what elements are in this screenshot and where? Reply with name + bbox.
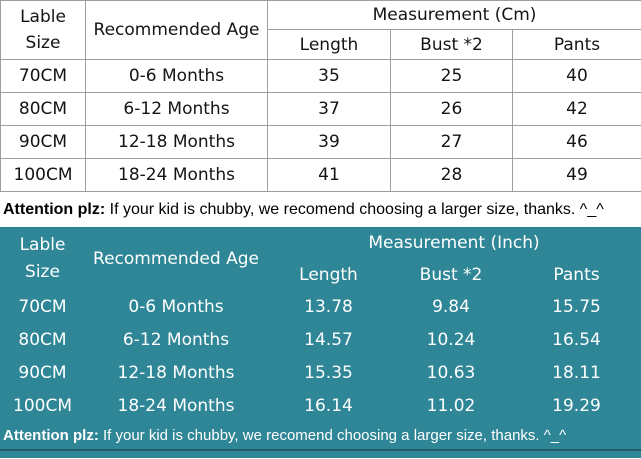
age-cell: 18-24 Months (85, 158, 268, 192)
length-cell: 15.35 (304, 362, 353, 383)
attention-body: If your kid is chubby, we recomend choos… (105, 200, 604, 218)
size-cell: 100CM (0, 158, 86, 192)
bust-cell: 10.63 (426, 362, 476, 383)
inch-label-line1: Lable (19, 235, 66, 256)
size-cell: 70CM (18, 296, 67, 317)
inch-col-length: Length (299, 264, 358, 285)
inch-age-header: Recommended Age (93, 248, 259, 269)
cm-label-line2: Size (25, 33, 61, 53)
attention-lead: Attention plz: (3, 200, 106, 218)
bust-cell: 27 (390, 125, 513, 159)
attention-body: If your kid is chubby, we recomend choos… (98, 427, 567, 444)
bust-cell: 11.02 (426, 395, 476, 416)
age-cell: 12-18 Months (117, 362, 235, 383)
size-cell: 80CM (0, 92, 86, 126)
bust-cell: 25 (390, 59, 513, 93)
attention-lead: Attention plz: (3, 427, 99, 444)
table-row: 70CM 0-6 Months 35 25 40 (0, 59, 641, 93)
table-row: 100CM 18-24 Months 16.14 11.02 19.29 (0, 389, 641, 422)
inch-col-bust: Bust *2 (419, 264, 483, 285)
cm-age-header: Recommended Age (85, 0, 268, 60)
age-cell: 12-18 Months (85, 125, 268, 159)
size-cell: 80CM (18, 329, 67, 350)
inch-section: Lable Size Recommended Age Measurement (… (0, 227, 641, 458)
age-cell: 18-24 Months (117, 395, 235, 416)
pants-cell: 16.54 (552, 329, 601, 350)
table-row: 80CM 6-12 Months 14.57 10.24 16.54 (0, 323, 641, 356)
pants-cell: 42 (512, 92, 641, 126)
table-row: 80CM 6-12 Months 37 26 42 (0, 92, 641, 126)
size-cell: 90CM (0, 125, 86, 159)
inch-size-table: Lable Size Recommended Age Measurement (… (0, 227, 641, 422)
size-cell: 70CM (0, 59, 86, 93)
age-cell: 0-6 Months (128, 296, 224, 317)
inch-label-line2: Size (25, 261, 60, 282)
table-row: 100CM 18-24 Months 41 28 49 (0, 158, 641, 192)
inch-col-pants: Pants (553, 264, 600, 285)
cm-label-size-header: Lable Size (0, 0, 86, 60)
inch-header-row-1: Lable Size Recommended Age Measurement (… (0, 227, 641, 282)
age-cell: 0-6 Months (85, 59, 268, 93)
pants-cell: 40 (512, 59, 641, 93)
length-cell: 16.14 (304, 395, 353, 416)
bust-cell: 26 (390, 92, 513, 126)
cm-header-row-1: Lable Size Recommended Age Measurement (… (0, 0, 641, 60)
size-cell: 100CM (13, 395, 72, 416)
bust-cell: 28 (390, 158, 513, 192)
length-cell: 39 (267, 125, 391, 159)
cm-col-bust: Bust *2 (390, 29, 513, 60)
cm-label-line1: Lable (20, 6, 66, 27)
table-row: 90CM 12-18 Months 15.35 10.63 18.11 (0, 356, 641, 389)
bust-cell: 10.24 (426, 329, 476, 350)
age-cell: 6-12 Months (85, 92, 268, 126)
pants-cell: 18.11 (552, 362, 601, 383)
pants-cell: 15.75 (552, 296, 601, 317)
table-row: 70CM 0-6 Months 13.78 9.84 15.75 (0, 290, 641, 323)
bust-cell: 9.84 (432, 296, 470, 317)
size-cell: 90CM (18, 362, 67, 383)
inch-label-size-header: Lable Size (0, 227, 85, 290)
length-cell: 35 (267, 59, 391, 93)
inch-attention-note: Attention plz: If your kid is chubby, we… (0, 422, 641, 449)
table-row: 90CM 12-18 Months 39 27 46 (0, 125, 641, 159)
cm-attention-note: Attention plz: If your kid is chubby, we… (0, 192, 641, 227)
pants-cell: 19.29 (552, 395, 601, 416)
age-cell: 6-12 Months (122, 329, 230, 350)
length-cell: 37 (267, 92, 391, 126)
cm-size-table: Lable Size Recommended Age Measurement (… (0, 0, 641, 192)
pants-cell: 46 (512, 125, 641, 159)
bottom-divider (0, 449, 641, 458)
cm-col-length: Length (267, 29, 391, 60)
cm-col-pants: Pants (512, 29, 641, 60)
inch-measurement-header: Measurement (Inch) (368, 233, 540, 253)
length-cell: 13.78 (304, 296, 353, 317)
cm-measurement-header: Measurement (Cm) (267, 0, 641, 30)
pants-cell: 49 (512, 158, 641, 192)
inch-header-row-2: Length Bust *2 Pants (0, 259, 641, 290)
length-cell: 41 (267, 158, 391, 192)
length-cell: 14.57 (304, 329, 353, 350)
